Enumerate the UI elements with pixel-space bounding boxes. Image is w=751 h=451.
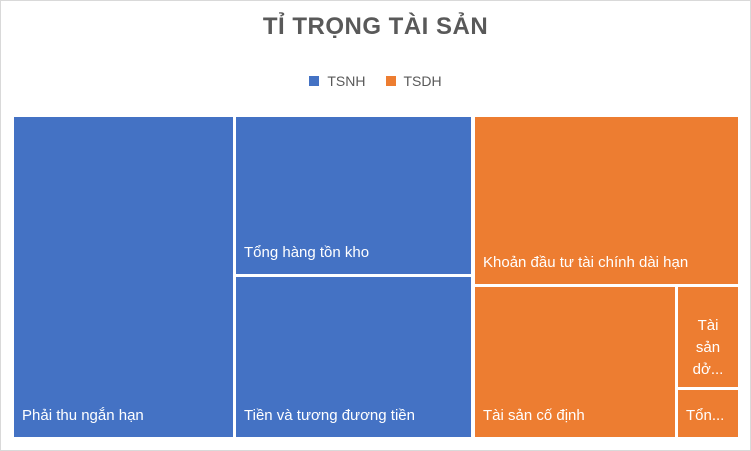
treemap-tile-label: Phải thu ngắn hạn <box>22 407 144 424</box>
treemap-tile: Phải thu ngắn hạn <box>14 117 233 437</box>
treemap-tile-label: Tổn... <box>686 407 725 424</box>
legend-swatch-tsnh <box>309 76 320 86</box>
treemap-tile-label: Tổng hàng tồn kho <box>244 244 370 261</box>
legend-label-tsdh: TSDH <box>403 73 442 89</box>
legend-item-tsdh: TSDH <box>385 73 442 89</box>
treemap-tile-label: Tài sản cố định <box>483 407 585 424</box>
legend-item-tsnh: TSNH <box>309 73 366 89</box>
treemap-tile: Tổn... <box>678 390 738 437</box>
treemap-tile-label: Khoản đầu tư tài chính dài hạn <box>483 254 689 271</box>
legend-swatch-tsdh <box>385 76 396 86</box>
treemap-tile: Khoản đầu tư tài chính dài hạn <box>475 117 738 284</box>
chart-title: TỈ TRỌNG TÀI SẢN <box>262 13 489 40</box>
treemap-tile: Tiền và tương đương tiền <box>236 277 471 437</box>
treemap-tile-label: Tài sản dở... <box>692 317 724 378</box>
treemap-tile: Tài sản dở... <box>678 287 738 387</box>
legend: TSNH TSDH <box>1 73 750 89</box>
legend-label-tsnh: TSNH <box>327 73 366 89</box>
treemap-tile: Tổng hàng tồn kho <box>236 117 471 274</box>
treemap-tile-label: Tiền và tương đương tiền <box>244 407 415 424</box>
treemap-tile: Tài sản cố định <box>475 287 675 437</box>
